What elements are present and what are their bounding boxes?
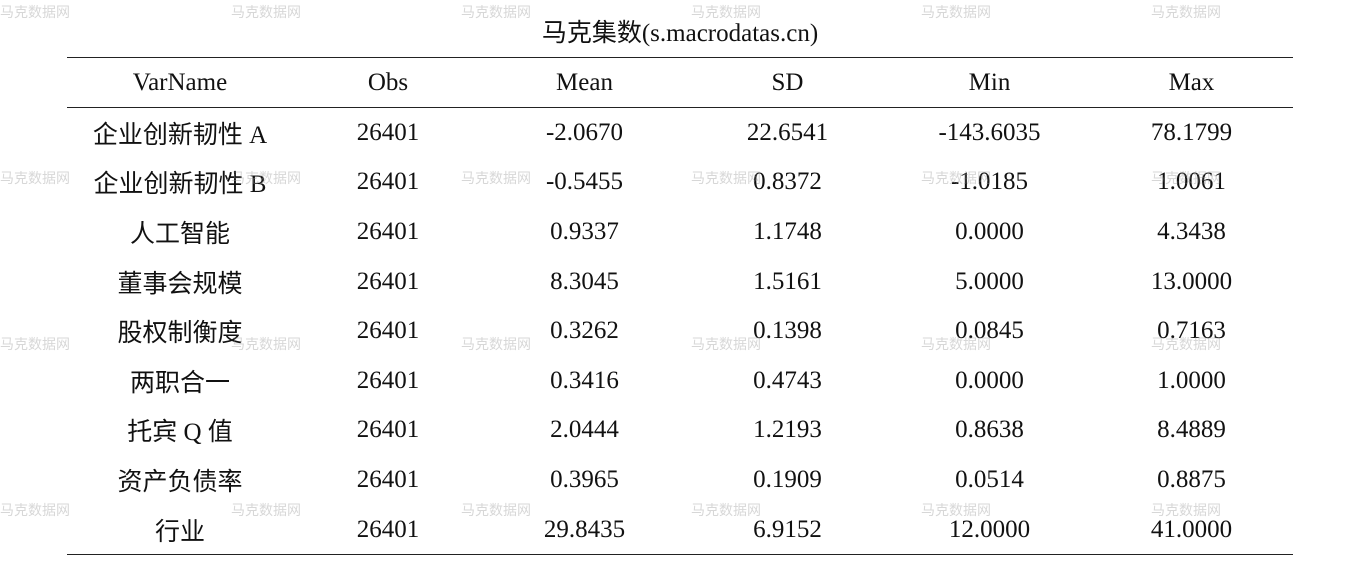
cell-max: 78.1799 xyxy=(1150,118,1233,146)
cell-varname: 资产负债率 xyxy=(117,468,243,496)
table-row: 股权制衡度 26401 0.3262 0.1398 0.0845 0.7163 xyxy=(67,306,1293,356)
cell-obs: 26401 xyxy=(356,168,420,196)
column-header-varname: VarName xyxy=(67,57,293,108)
cell-min: 0.0845 xyxy=(955,317,1024,345)
watermark: 马克数据网 xyxy=(0,337,70,353)
cell-min: 0.8638 xyxy=(955,416,1024,444)
cell-min: 0.0000 xyxy=(955,217,1024,245)
cell-mean: 29.8435 xyxy=(483,504,686,556)
cell-min: 0.0514 xyxy=(955,465,1024,493)
cell-varname: 企业创新韧性 B xyxy=(93,171,267,199)
cell-mean: 0.3965 xyxy=(550,465,619,493)
cell-varname: 董事会规模 xyxy=(117,270,243,298)
cell-sd: 0.8372 xyxy=(753,168,822,196)
cell-obs: 26401 xyxy=(293,504,483,556)
cell-max: 4.3438 xyxy=(1157,217,1226,245)
cell-sd: 6.9152 xyxy=(686,504,889,556)
cell-sd: 1.5161 xyxy=(753,267,822,295)
watermark: 马克数据网 xyxy=(0,171,70,187)
table-row: 企业创新韧性 A 26401 -2.0670 22.6541 -143.6035… xyxy=(67,108,1293,158)
cell-max: 1.0061 xyxy=(1157,168,1226,196)
table-title: 马克集数(s.macrodatas.cn) xyxy=(541,20,819,47)
cell-obs: 26401 xyxy=(356,267,420,295)
table-row: 人工智能 26401 0.9337 1.1748 0.0000 4.3438 xyxy=(67,207,1293,257)
cell-varname: 企业创新韧性 A xyxy=(92,121,268,149)
cell-varname: 两职合一 xyxy=(129,369,230,397)
header-row: VarName Obs Mean SD Min Max xyxy=(67,57,1293,108)
cell-min: -143.6035 xyxy=(938,118,1041,146)
watermark: 马克数据网 xyxy=(0,503,70,519)
cell-mean: 0.3416 xyxy=(550,366,619,394)
table-row: 行业 26401 29.8435 6.9152 12.0000 41.0000 xyxy=(67,504,1293,556)
column-header-max: Max xyxy=(1090,57,1293,108)
cell-max: 1.0000 xyxy=(1157,366,1226,394)
cell-max: 0.7163 xyxy=(1157,317,1226,345)
cell-mean: -0.5455 xyxy=(545,168,624,196)
cell-mean: -2.0670 xyxy=(545,118,624,146)
table-row: 董事会规模 26401 8.3045 1.5161 5.0000 13.0000 xyxy=(67,257,1293,307)
cell-sd: 0.1398 xyxy=(753,317,822,345)
cell-mean: 2.0444 xyxy=(550,416,619,444)
cell-varname: 股权制衡度 xyxy=(117,320,243,348)
column-header-obs: Obs xyxy=(293,57,483,108)
cell-mean: 8.3045 xyxy=(550,267,619,295)
cell-obs: 26401 xyxy=(356,366,420,394)
cell-min: -1.0185 xyxy=(950,168,1029,196)
column-header-min: Min xyxy=(889,57,1090,108)
table-row: 两职合一 26401 0.3416 0.4743 0.0000 1.0000 xyxy=(67,356,1293,406)
cell-obs: 26401 xyxy=(356,465,420,493)
column-header-mean: Mean xyxy=(483,57,686,108)
table-row: 托宾 Q 值 26401 2.0444 1.2193 0.8638 8.4889 xyxy=(67,406,1293,456)
cell-varname: 托宾 Q 值 xyxy=(127,419,233,447)
cell-min: 0.0000 xyxy=(955,366,1024,394)
cell-obs: 26401 xyxy=(356,416,420,444)
cell-sd: 1.1748 xyxy=(753,217,822,245)
cell-varname: 行业 xyxy=(67,504,293,556)
cell-sd: 0.4743 xyxy=(753,366,822,394)
cell-min: 12.0000 xyxy=(889,504,1090,556)
cell-mean: 0.9337 xyxy=(550,217,619,245)
cell-max: 41.0000 xyxy=(1090,504,1293,556)
cell-sd: 0.1909 xyxy=(753,465,822,493)
table-row: 企业创新韧性 B 26401 -0.5455 0.8372 -1.0185 1.… xyxy=(67,158,1293,208)
cell-sd: 22.6541 xyxy=(746,118,829,146)
cell-obs: 26401 xyxy=(356,317,420,345)
cell-mean: 0.3262 xyxy=(550,317,619,345)
cell-max: 0.8875 xyxy=(1157,465,1226,493)
cell-obs: 26401 xyxy=(356,217,420,245)
cell-min: 5.0000 xyxy=(955,267,1024,295)
column-header-sd: SD xyxy=(686,57,889,108)
cell-sd: 1.2193 xyxy=(753,416,822,444)
cell-obs: 26401 xyxy=(356,118,420,146)
summary-statistics-table: VarName Obs Mean SD Min Max 企业创新韧性 A 264… xyxy=(67,57,1293,556)
table-row: 资产负债率 26401 0.3965 0.1909 0.0514 0.8875 xyxy=(67,455,1293,505)
cell-varname: 人工智能 xyxy=(129,220,230,248)
cell-max: 8.4889 xyxy=(1157,416,1226,444)
cell-max: 13.0000 xyxy=(1150,267,1233,295)
